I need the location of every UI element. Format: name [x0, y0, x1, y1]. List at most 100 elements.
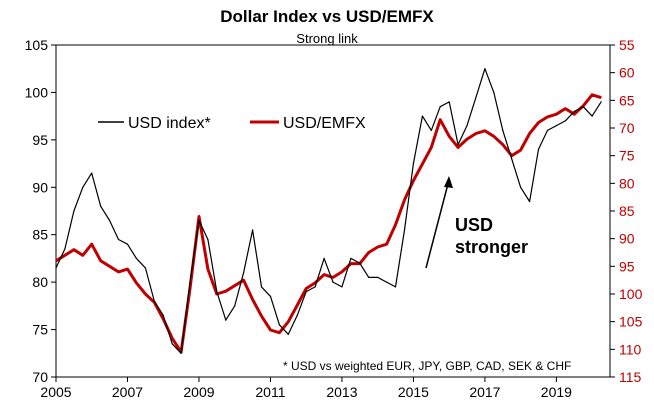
- usd-index-point: [484, 68, 486, 70]
- usd-index-point: [555, 125, 558, 127]
- usd-emfx-point: [421, 163, 423, 165]
- usd-index-point: [287, 333, 289, 335]
- chart-title: Dollar Index vs USD/EMFX: [220, 7, 434, 26]
- x-tick-label: 2019: [541, 384, 572, 400]
- usd-emfx-point: [377, 246, 379, 248]
- usd-emfx-point: [100, 260, 102, 262]
- plot-frame: [55, 44, 611, 378]
- usd-emfx-point: [55, 260, 57, 262]
- usd-emfx-point: [448, 135, 450, 137]
- usd-index-point: [117, 238, 120, 241]
- usd-emfx-point: [296, 304, 298, 306]
- y-left-tick-label: 75: [32, 322, 48, 338]
- usd-index-point: [412, 163, 414, 165]
- usd-index-point: [386, 281, 388, 283]
- usd-index-point: [502, 129, 504, 131]
- usd-emfx-point: [403, 199, 406, 201]
- usd-emfx-point: [117, 271, 120, 273]
- usd-index-point: [564, 120, 566, 122]
- y-right-tick-label: 60: [619, 65, 635, 81]
- usd-index-point: [296, 314, 298, 316]
- legend-label-usd-index: USD index*: [128, 115, 211, 132]
- usd-index-point: [511, 158, 513, 160]
- x-tick-label: 2013: [326, 384, 357, 400]
- footnote: * USD vs weighted EUR, JPY, GBP, CAD, SE…: [283, 359, 571, 373]
- x-tick-label: 2005: [40, 384, 71, 400]
- usd-index-point: [582, 106, 584, 108]
- usd-index-point: [180, 352, 182, 354]
- y-right-tick-label: 75: [619, 148, 635, 164]
- usd-index-point: [377, 276, 379, 278]
- usd-emfx-point: [537, 121, 540, 124]
- y-right-tick-label: 105: [619, 314, 643, 330]
- usd-emfx-point: [368, 251, 370, 254]
- stronger-arrow-shaft: [425, 179, 450, 269]
- usd-index-point: [493, 91, 495, 93]
- usd-emfx-point: [591, 94, 593, 96]
- usd-index-point: [82, 186, 84, 188]
- legend: USD index* USD/EMFX: [98, 115, 366, 132]
- stronger-arrow-head: [444, 176, 453, 188]
- usd-emfx-point: [82, 254, 84, 256]
- usd-index-point: [278, 324, 280, 326]
- usd-index-point: [368, 276, 370, 278]
- usd-emfx-point: [198, 215, 200, 218]
- usd-emfx-point: [502, 144, 504, 146]
- usd-emfx-point: [91, 243, 93, 245]
- usd-index-point: [234, 305, 236, 307]
- usd-index-point: [520, 186, 522, 188]
- x-tick-label: 2015: [398, 384, 429, 400]
- usd-emfx-point: [394, 224, 397, 226]
- usd-emfx-point: [430, 146, 432, 148]
- x-tick-label: 2017: [469, 384, 500, 400]
- usd-index-point: [171, 343, 173, 345]
- usd-index-line: [55, 68, 602, 354]
- usd-index-point: [359, 262, 361, 264]
- usd-index-point: [305, 291, 307, 293]
- usd-index-point: [591, 115, 593, 117]
- usd-emfx-point: [64, 254, 66, 256]
- usd-emfx-point: [484, 130, 486, 132]
- usd-emfx-point: [207, 268, 209, 270]
- usd-index-point: [260, 286, 263, 288]
- y-left-tick-label: 100: [25, 84, 49, 100]
- usd-emfx-point: [493, 135, 495, 137]
- usd-emfx-point: [269, 329, 272, 331]
- usd-index-point: [403, 229, 406, 231]
- usd-emfx-point: [162, 318, 164, 320]
- usd-emfx-point: [278, 332, 280, 334]
- x-tick-label: 2009: [183, 384, 214, 400]
- usd-emfx-point: [287, 321, 289, 323]
- usd-index-point: [600, 101, 602, 103]
- usd-emfx-point: [135, 282, 137, 284]
- usd-index-point: [73, 210, 75, 212]
- usd-emfx-point: [564, 108, 566, 110]
- x-tick-label: 2007: [112, 384, 143, 400]
- usd-emfx-point: [350, 263, 352, 265]
- y-right-tick-label: 110: [619, 341, 642, 357]
- usd-index-point: [243, 272, 245, 274]
- usd-emfx-point: [386, 243, 388, 245]
- usd-index-point: [314, 286, 316, 288]
- usd-index-point: [573, 110, 575, 112]
- y-right-tick-label: 70: [619, 120, 635, 136]
- usd-index-point: [100, 205, 102, 207]
- usd-emfx-point: [555, 113, 558, 115]
- usd-emfx-point: [439, 119, 441, 121]
- usd-index-point: [269, 295, 272, 297]
- usd-index-point: [323, 257, 325, 259]
- usd-index-point: [225, 319, 227, 321]
- usd-index-point: [332, 281, 334, 283]
- usd-emfx-point: [600, 97, 602, 99]
- x-tick-label: 2011: [255, 384, 285, 400]
- usd-index-point: [126, 243, 129, 245]
- y-right-tick-label: 100: [619, 286, 643, 302]
- y-right-tick-label: 115: [619, 369, 642, 385]
- usd-emfx-point: [520, 149, 522, 151]
- series-lines: [55, 68, 602, 354]
- y-left-tick-label: 95: [32, 132, 48, 148]
- usd-index-point: [55, 267, 57, 269]
- usd-emfx-point: [466, 138, 468, 140]
